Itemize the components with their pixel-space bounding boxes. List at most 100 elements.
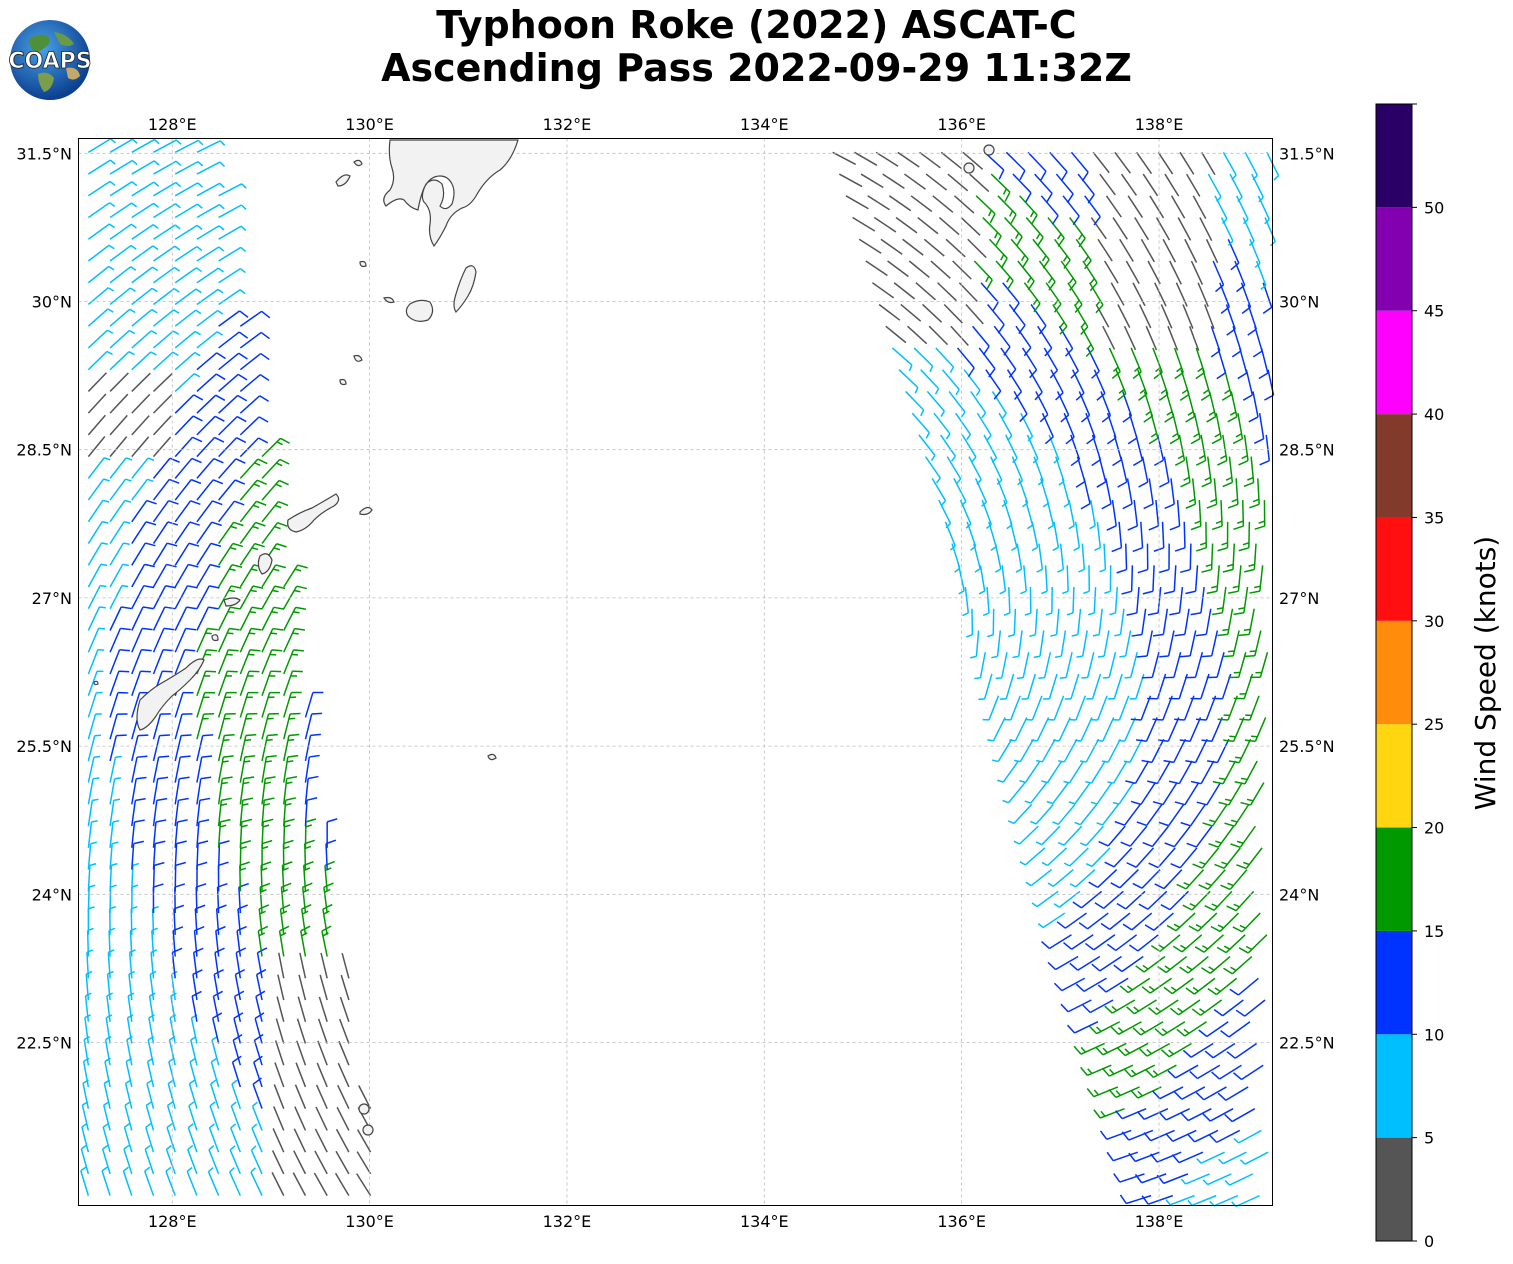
wind-barb [1097, 977, 1129, 993]
wind-barb [217, 776, 233, 805]
wind-barb [87, 138, 116, 153]
wind-barb [152, 372, 173, 392]
wind-barb [144, 1144, 155, 1175]
wind-barb [87, 372, 107, 392]
wind-barb [1223, 717, 1245, 743]
wind-barb [1153, 521, 1165, 552]
wind-barb [109, 670, 130, 696]
wind-barb [1210, 325, 1221, 358]
wind-barb [1186, 825, 1213, 848]
wind-barb [1076, 630, 1088, 658]
wind-barb [1148, 847, 1176, 869]
wind-barb [217, 585, 242, 610]
wind-barb [1132, 282, 1146, 307]
wind-barb [174, 563, 199, 588]
wind-barb [109, 138, 138, 153]
islet-d [362, 1124, 374, 1136]
wind-barb [153, 224, 181, 240]
wind-barb [152, 861, 165, 892]
wind-barb [867, 195, 891, 211]
wind-barb [969, 173, 990, 193]
wind-barb [300, 925, 311, 957]
wind-barb [1226, 1042, 1258, 1059]
wind-barb [232, 1033, 243, 1066]
wind-barb [970, 390, 987, 419]
wind-barb [1164, 825, 1191, 848]
wind-barb [131, 393, 151, 414]
wind-barb [1008, 608, 1017, 638]
wind-barb [1093, 1107, 1125, 1119]
wind-barb [1059, 652, 1073, 679]
wind-barb [987, 304, 1005, 334]
wind-barb [1185, 652, 1204, 679]
wind-barb [1192, 847, 1220, 869]
wind-barb [304, 712, 323, 740]
wind-barb [109, 351, 135, 371]
wind-barb [239, 627, 262, 653]
wind-barb [1207, 977, 1238, 996]
wind-barb [1194, 934, 1224, 953]
colorbar-bin [1376, 1137, 1412, 1241]
wind-barb [1030, 304, 1047, 335]
lon-label-top: 138°E [1135, 115, 1184, 134]
lon-labels-top: 128°E 130°E 132°E 134°E 136°E 138°E [148, 115, 1183, 134]
wind-barb [87, 563, 108, 588]
wind-barb [317, 1040, 328, 1066]
wind-barb [1163, 565, 1177, 595]
wind-barb [261, 733, 278, 762]
wind-barb [1238, 608, 1255, 637]
colorbar-tick-label: 5 [1424, 1129, 1434, 1148]
wind-barb [955, 412, 972, 441]
wind-barb [1114, 151, 1131, 174]
wind-barb [1063, 934, 1094, 950]
wind-barb [152, 415, 172, 436]
wind-barb [1013, 825, 1039, 845]
wind-barb [1202, 1173, 1232, 1186]
wind-barb [1045, 587, 1053, 616]
wind-barb [174, 309, 202, 327]
wind-barb [174, 457, 202, 479]
wind-barb [1249, 565, 1264, 594]
wind-barb [982, 217, 1002, 246]
wind-barb [902, 238, 924, 256]
wind-barb [1079, 738, 1100, 763]
lat-label-right: 25.5°N [1279, 737, 1335, 756]
wind-barb [993, 325, 1011, 356]
wind-barb [174, 182, 203, 197]
map-frame [78, 138, 1273, 1206]
wind-barb [1127, 500, 1139, 531]
wind-barb [297, 996, 307, 1022]
wind-barb [932, 195, 954, 213]
wind-barb [860, 173, 884, 189]
wind-barb [196, 394, 226, 414]
wind-barb [106, 970, 114, 1001]
wind-barb [196, 734, 214, 762]
islet-b [963, 162, 975, 174]
wind-barb [1229, 173, 1243, 203]
wind-barb [1148, 999, 1179, 1015]
wind-barb [187, 1144, 198, 1175]
wind-barb [1204, 304, 1215, 330]
wind-barb [937, 282, 957, 302]
colorbar-bin [1376, 620, 1412, 725]
wind-barb [1201, 630, 1219, 658]
wind-barb [1228, 565, 1242, 594]
wind-barb [230, 1101, 242, 1131]
wind-barb [315, 1106, 328, 1131]
wind-barb [1034, 173, 1053, 203]
lat-label-left: 28.5°N [16, 441, 72, 460]
wind-barb [174, 478, 202, 501]
wind-barb [357, 1129, 372, 1153]
wind-barb [991, 630, 1002, 659]
wind-barb [1073, 304, 1089, 336]
wind-barb [1174, 782, 1200, 806]
wind-barb [261, 691, 281, 718]
wind-barb [131, 884, 139, 914]
wind-barb [109, 372, 129, 392]
wind-barb [87, 202, 116, 219]
wind-barb [109, 734, 127, 762]
wind-barb [192, 969, 203, 1001]
wind-barb [218, 373, 248, 392]
wind-barb [152, 542, 178, 566]
wind-barb [209, 1101, 220, 1131]
